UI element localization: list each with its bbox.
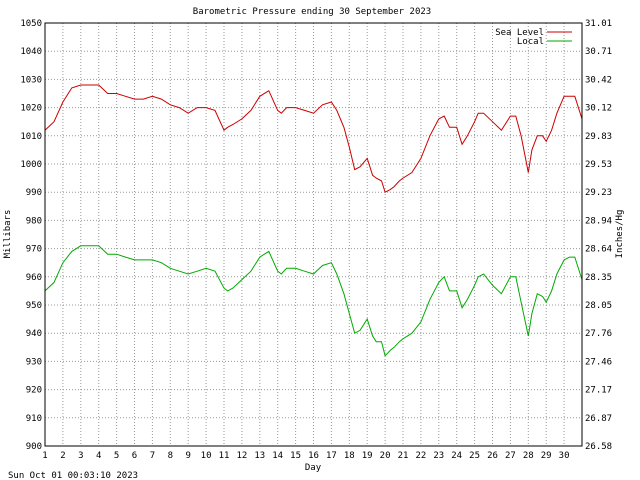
x-tick-label: 25 bbox=[469, 451, 480, 461]
x-tick-label: 17 bbox=[326, 451, 337, 461]
left-axis-ticks: 900 910 920 930 940 950 960 970 980 990 1000 1010 10… bbox=[20, 19, 42, 452]
y-tick-label-left: 1010 bbox=[20, 132, 42, 142]
x-tick-label: 4 bbox=[96, 451, 101, 461]
y-tick-label-left: 930 bbox=[26, 357, 42, 367]
y-tick-label-right: 28.64 bbox=[585, 245, 612, 255]
x-tick-label: 9 bbox=[185, 451, 190, 461]
x-tick-label: 27 bbox=[505, 451, 516, 461]
x-tick-label: 13 bbox=[254, 451, 265, 461]
footer-timestamp: Sun Oct 01 00:03:10 2023 bbox=[8, 471, 138, 480]
x-tick-label: 1 bbox=[42, 451, 47, 461]
x-tick-label: 26 bbox=[487, 451, 498, 461]
y-tick-label-left: 1020 bbox=[20, 104, 42, 114]
y-tick-label-left: 920 bbox=[26, 386, 42, 396]
legend-label-local: Local bbox=[517, 37, 544, 47]
x-tick-label: 5 bbox=[114, 451, 119, 461]
x-tick-label: 7 bbox=[150, 451, 155, 461]
x-tick-label: 12 bbox=[236, 451, 247, 461]
y-tick-label-right: 28.35 bbox=[585, 273, 612, 283]
y-tick-label-right: 26.58 bbox=[585, 442, 612, 452]
x-tick-label: 22 bbox=[415, 451, 426, 461]
y-tick-label-left: 980 bbox=[26, 216, 42, 226]
x-axis-label: Day bbox=[305, 463, 322, 473]
legend: Sea Level Local bbox=[495, 28, 572, 47]
y-tick-label-left: 1030 bbox=[20, 75, 42, 85]
y-tick-label-left: 900 bbox=[26, 442, 42, 452]
y-tick-label-right: 27.76 bbox=[585, 329, 612, 339]
x-tick-label: 28 bbox=[523, 451, 534, 461]
x-tick-label: 11 bbox=[219, 451, 230, 461]
series-lines bbox=[44, 84, 583, 357]
chart-title: Barometric Pressure ending 30 September … bbox=[193, 7, 431, 17]
y-tick-label-right: 26.87 bbox=[585, 414, 612, 424]
y-tick-label-right: 29.83 bbox=[585, 132, 612, 142]
x-tick-label: 21 bbox=[398, 451, 409, 461]
y-tick-label-left: 1040 bbox=[20, 47, 42, 57]
x-tick-label: 23 bbox=[433, 451, 444, 461]
y-tick-label-right: 31.01 bbox=[585, 19, 612, 29]
y-tick-label-right: 30.42 bbox=[585, 75, 612, 85]
x-tick-label: 19 bbox=[362, 451, 373, 461]
y-axis-label-right: Inches/Hg bbox=[615, 210, 625, 259]
y-tick-label-right: 27.46 bbox=[585, 357, 612, 367]
x-tick-label: 18 bbox=[344, 451, 355, 461]
x-tick-label: 2 bbox=[60, 451, 65, 461]
y-tick-label-left: 910 bbox=[26, 414, 42, 424]
y-tick-label-right: 28.05 bbox=[585, 301, 612, 311]
y-tick-label-right: 29.53 bbox=[585, 160, 612, 170]
y-axis-label-left: Millibars bbox=[3, 210, 13, 259]
x-tick-label: 16 bbox=[308, 451, 319, 461]
y-tick-label-left: 990 bbox=[26, 188, 42, 198]
right-axis-ticks: 26.58 26.87 27.17 27.46 27.76 28.05 28.35 28.64… bbox=[585, 19, 612, 452]
x-tick-label: 24 bbox=[451, 451, 462, 461]
x-tick-label: 14 bbox=[272, 451, 283, 461]
y-tick-label-right: 27.17 bbox=[585, 386, 612, 396]
x-tick-label: 20 bbox=[380, 451, 391, 461]
y-tick-label-right: 30.71 bbox=[585, 47, 612, 57]
grid-lines bbox=[45, 23, 582, 446]
x-axis-ticks: 1 2 3 4 5 6 7 8 9 10 11 12 13 14 15 16 17 18 19 20 21 22 23 24 2… bbox=[42, 451, 569, 461]
x-tick-label: 29 bbox=[541, 451, 552, 461]
x-tick-label: 10 bbox=[201, 451, 212, 461]
y-tick-label-left: 1050 bbox=[20, 19, 42, 29]
x-tick-label: 3 bbox=[78, 451, 83, 461]
legend-label-sea-level: Sea Level bbox=[495, 28, 544, 38]
y-tick-label-left: 940 bbox=[26, 329, 42, 339]
y-tick-label-right: 28.94 bbox=[585, 216, 612, 226]
x-tick-label: 8 bbox=[168, 451, 173, 461]
x-tick-label: 30 bbox=[559, 451, 570, 461]
y-tick-label-left: 960 bbox=[26, 273, 42, 283]
x-tick-label: 15 bbox=[290, 451, 301, 461]
x-tick-label: 6 bbox=[132, 451, 137, 461]
y-tick-label-left: 970 bbox=[26, 245, 42, 255]
plot-frame bbox=[44, 22, 583, 447]
y-tick-label-left: 950 bbox=[26, 301, 42, 311]
series-line-sea-level bbox=[44, 84, 583, 193]
y-tick-label-left: 1000 bbox=[20, 160, 42, 170]
y-tick-label-right: 30.12 bbox=[585, 104, 612, 114]
series-line-local bbox=[44, 245, 583, 357]
y-tick-label-right: 29.23 bbox=[585, 188, 612, 198]
